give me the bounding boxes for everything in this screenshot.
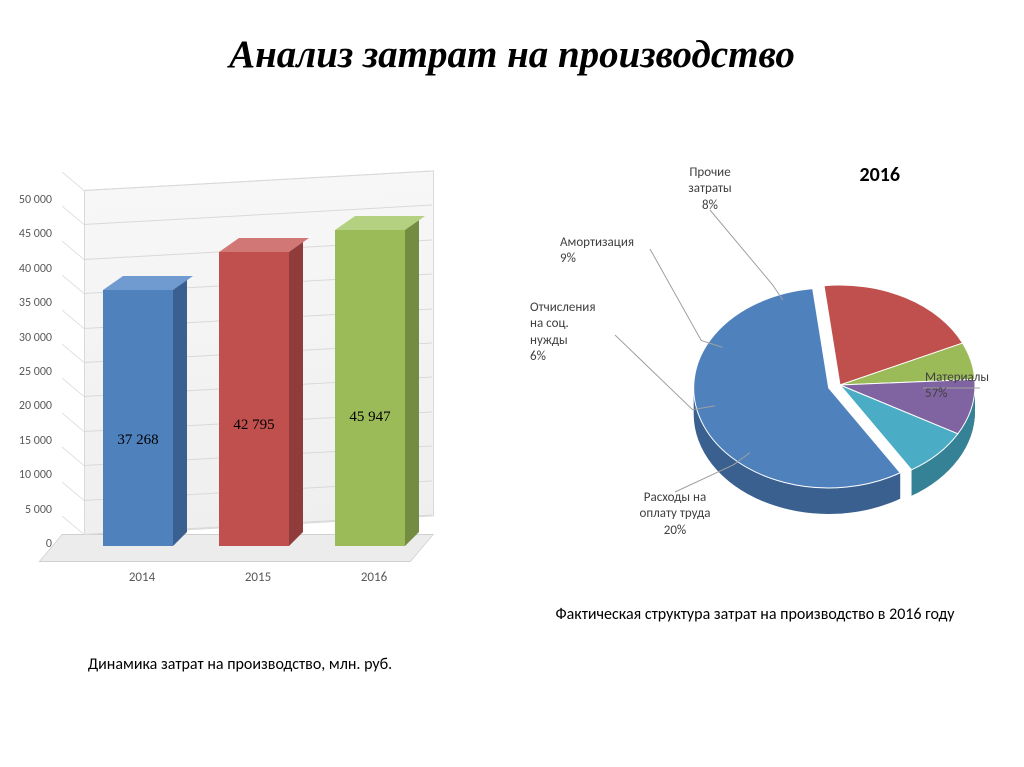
gridline-depth: [62, 206, 84, 225]
pie-chart: 2016 Материалы57%Расходы наоплату труда2…: [530, 155, 1010, 635]
y-axis-tick-label: 10 000: [0, 468, 52, 482]
pie-slice-label: Прочиезатраты8%: [660, 165, 760, 214]
bar-chart: 37 26842 79545 947 201420152016 05 00010…: [10, 190, 450, 630]
gridline-depth: [62, 481, 84, 500]
pie-slice-label: Отчисленияна соц.нужды6%: [530, 300, 630, 365]
bar-value-label: 42 795: [214, 417, 294, 434]
gridline-depth: [62, 378, 84, 397]
y-axis-tick-label: 5 000: [0, 503, 52, 517]
pie-slice-label: Расходы наоплату труда20%: [625, 490, 725, 539]
page-title: Анализ затрат на производство: [0, 32, 1024, 77]
y-axis-tick-label: 30 000: [0, 331, 52, 345]
y-axis-tick-label: 25 000: [0, 365, 52, 379]
page: Анализ затрат на производство 37 268 42 7…: [0, 0, 1024, 767]
bar-front: [219, 252, 289, 546]
bar-side: [289, 238, 303, 546]
pie-slice-label: Материалы57%: [925, 370, 1024, 403]
bar-side: [405, 216, 419, 546]
pie-slice-label: Амортизация9%: [560, 235, 660, 268]
x-axis-tick-label: 2015: [218, 570, 298, 585]
pie-chart-caption: Фактическая структура затрат на производ…: [540, 605, 970, 624]
gridline-depth: [62, 275, 84, 294]
x-axis-tick-label: 2014: [102, 570, 182, 585]
bar-chart-caption: Динамика затрат на производство, млн. ру…: [30, 655, 450, 674]
y-axis-tick-label: 20 000: [0, 399, 52, 413]
y-axis-tick-label: 40 000: [0, 262, 52, 276]
bar-side: [173, 276, 187, 546]
y-axis-tick-label: 45 000: [0, 227, 52, 241]
bar-front: [103, 290, 173, 546]
bar-front: [335, 230, 405, 546]
x-axis-tick-label: 2016: [334, 570, 414, 585]
gridline-depth: [62, 412, 84, 431]
gridline-depth: [62, 240, 84, 259]
gridline-depth: [62, 516, 84, 535]
bar-plot-area: 37 26842 79545 947 201420152016: [62, 190, 432, 560]
y-axis-tick-label: 50 000: [0, 193, 52, 207]
gridline-depth: [62, 447, 84, 466]
pie-chart-title: 2016: [859, 163, 900, 187]
y-axis-tick-label: 15 000: [0, 434, 52, 448]
bar-value-label: 37 268: [98, 432, 178, 449]
y-axis-tick-label: 35 000: [0, 296, 52, 310]
gridline-depth: [62, 344, 84, 363]
y-axis-tick-label: 0: [0, 537, 52, 551]
bar-value-label: 45 947: [330, 409, 410, 426]
gridline-depth: [62, 172, 84, 191]
gridline-depth: [62, 309, 84, 328]
